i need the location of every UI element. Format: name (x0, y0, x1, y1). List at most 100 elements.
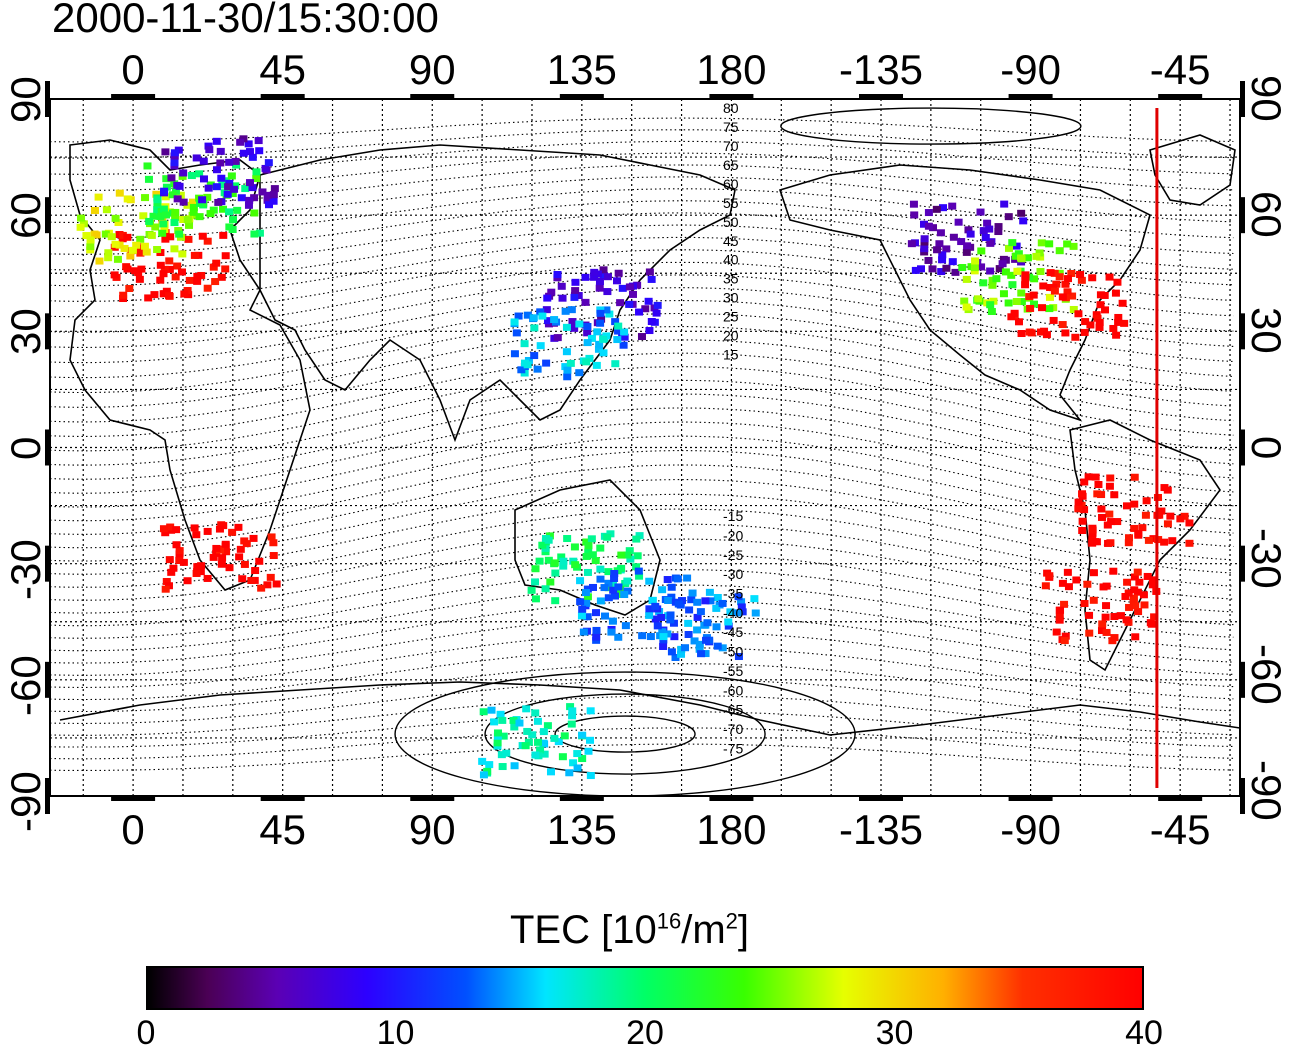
tec-cell (1185, 519, 1194, 527)
tec-cell (604, 584, 613, 592)
tec-cell (1133, 568, 1142, 576)
tec-cell (674, 600, 683, 608)
tec-cell (179, 215, 188, 223)
left-lat-label: -30 (2, 538, 49, 600)
tec-cell (625, 547, 634, 555)
tec-cell (86, 236, 95, 244)
tec-cell (120, 244, 129, 252)
tec-cell (215, 525, 224, 533)
tec-cell (251, 567, 260, 575)
bottom-lon-label: -135 (838, 806, 924, 853)
tec-cell (553, 271, 562, 279)
tec-cell (948, 258, 957, 266)
tec-cell (638, 632, 647, 640)
tec-cell (490, 718, 499, 726)
tec-cell (602, 306, 611, 314)
tec-cell (269, 191, 278, 199)
tec-cell (561, 363, 570, 371)
tec-cell (1111, 289, 1120, 297)
tec-cell (533, 365, 542, 373)
tec-cell (1061, 280, 1070, 288)
tec-cell (139, 212, 148, 220)
tec-cell (701, 650, 710, 658)
tec-cell (611, 318, 620, 326)
tec-cell (159, 220, 168, 228)
tec-cell (179, 198, 188, 206)
tec-cell (192, 569, 201, 577)
tec-cell (1074, 498, 1083, 506)
tec-cell (478, 757, 487, 765)
tec-cell (529, 314, 538, 322)
tec-cell (696, 608, 705, 616)
bottom-lon-label: 135 (546, 806, 617, 853)
tec-cell (667, 648, 676, 656)
magnetic-contour (50, 743, 1234, 771)
tec-cell (1036, 268, 1045, 276)
tec-cell (750, 595, 759, 603)
tec-cell (544, 556, 553, 564)
tec-cell (125, 285, 134, 293)
tec-cell (596, 565, 605, 573)
top-lon-label: -135 (838, 46, 924, 93)
tec-cell (161, 148, 170, 156)
tec-cell (646, 633, 655, 641)
tec-cell (1097, 505, 1106, 513)
top-tick-mark (1008, 94, 1053, 99)
tec-cell (1168, 537, 1177, 545)
tec-cell (1142, 497, 1151, 505)
tec-cell (909, 200, 918, 208)
tec-cell (222, 548, 231, 556)
tec-cell (718, 599, 727, 607)
contour-label: 20 (723, 328, 739, 344)
tec-cell (948, 202, 957, 210)
tec-cell (573, 750, 582, 758)
left-tick-mark (45, 313, 50, 350)
tec-cell (1109, 567, 1118, 575)
tec-cell (167, 568, 176, 576)
tec-cell (1026, 304, 1035, 312)
tec-map: 80 75 70 65 60 55 50 45 40 35 30 25 20 15 -15 -20 -25 -30… (45, 81, 1245, 814)
tec-cell (619, 341, 628, 349)
left-lat-label: -60 (2, 655, 49, 716)
tec-cell (161, 193, 170, 201)
tec-cell (244, 140, 253, 148)
bottom-lon-label: 0 (121, 806, 145, 853)
tec-cell (659, 642, 668, 650)
tec-cell (209, 553, 218, 561)
tec-cell (1085, 629, 1094, 637)
tec-cell (178, 250, 187, 258)
tec-cell (571, 287, 580, 295)
tec-cell (1005, 244, 1014, 252)
tec-cell (269, 539, 278, 547)
tec-cell (180, 290, 189, 298)
tec-cell (1134, 530, 1143, 538)
tec-cell (152, 190, 161, 198)
tec-cell (240, 560, 249, 568)
tec-cell (110, 271, 119, 279)
tec-cell (701, 597, 710, 605)
tec-cell (225, 564, 234, 572)
tec-cell (1092, 311, 1101, 319)
magnetic-contour (50, 224, 1234, 287)
tec-cell (726, 608, 735, 616)
tec-cell (954, 218, 963, 226)
tec-cell (583, 323, 592, 331)
contour-label: -70 (723, 721, 743, 737)
tec-cell (249, 534, 258, 542)
tec-cell (587, 535, 596, 543)
tec-cell (183, 577, 192, 585)
top-tick-mark (559, 94, 604, 99)
tec-cell (1063, 240, 1072, 248)
tec-cell (1063, 288, 1072, 296)
tec-cell (645, 611, 654, 619)
tec-cell (550, 734, 559, 742)
tec-cell (578, 755, 587, 763)
north-america-outline (778, 164, 1151, 422)
tec-cell (570, 543, 579, 551)
tec-cell (986, 267, 995, 275)
tec-cell (1097, 627, 1106, 635)
tec-cell (1080, 478, 1089, 486)
tec-cell (245, 179, 254, 187)
tec-cell (977, 247, 986, 255)
tec-cell (179, 169, 188, 177)
